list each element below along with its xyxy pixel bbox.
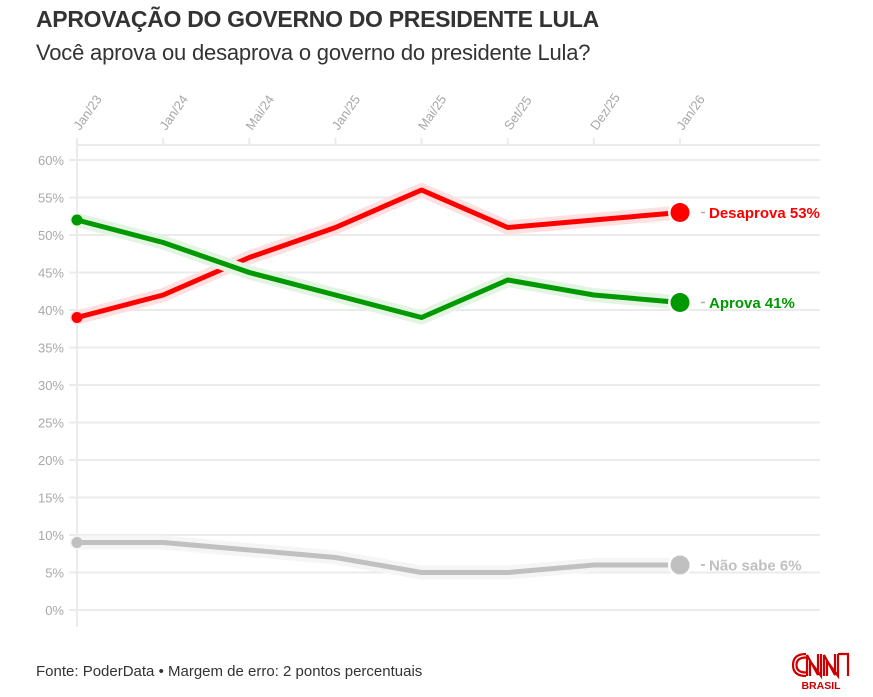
series-end-label: Aprova 41% — [709, 295, 795, 312]
x-tick-label: Jan/26 — [673, 92, 708, 133]
y-tick-label: 0% — [45, 603, 64, 618]
x-tick-label: Mai/24 — [242, 92, 277, 133]
data-point-start — [71, 214, 83, 226]
y-tick-label: 60% — [38, 153, 64, 168]
y-tick-label: 35% — [38, 341, 64, 356]
series-line-2 — [77, 540, 680, 575]
series-end-label: Não sabe 6% — [709, 558, 802, 575]
y-axis: 0% 5% 10% 15% 20% 25% 30% 35% 40% 45% 50% 55% 60% — [38, 140, 78, 627]
y-tick-label: 20% — [38, 453, 64, 468]
series-line-0 — [76, 187, 681, 320]
data-point-start — [71, 312, 83, 323]
end-labels: Desaprova 53% Aprova 41% Não sabe 6% — [701, 205, 820, 575]
series-end-label: Desaprova 53% — [709, 205, 820, 222]
x-tick-label: Jan/25 — [329, 92, 364, 133]
x-tick-label: Dez/25 — [587, 90, 623, 132]
end-point — [670, 203, 690, 222]
y-tick-label: 10% — [38, 528, 64, 543]
data-point-start — [71, 537, 83, 548]
x-tick-label: Jan/23 — [70, 92, 105, 133]
cnn-brasil-logo: BRASIL — [789, 650, 853, 692]
y-tick-label: 15% — [38, 491, 64, 506]
end-point — [670, 293, 690, 312]
y-tick-label: 5% — [45, 566, 64, 581]
series-group — [70, 183, 692, 580]
series-line-1 — [76, 217, 681, 320]
end-point — [670, 555, 690, 575]
y-tick-label: 40% — [38, 303, 64, 318]
y-tick-label: 45% — [38, 266, 64, 281]
x-tick-label: Jan/24 — [156, 92, 191, 133]
chart-title: APROVAÇÃO DO GOVERNO DO PRESIDENTE LULA — [36, 6, 599, 32]
series-halo-2 — [70, 535, 687, 580]
line-chart: Jan/23 Jan/24 Mai/24 Jan/25 Mai/25 Set/25 Dez/… — [38, 90, 820, 627]
source-note: Fonte: PoderData • Margem de erro: 2 pon… — [36, 663, 423, 680]
chart-subtitle: Você aprova ou desaprova o governo do pr… — [36, 40, 591, 65]
x-tick-label: Mai/25 — [415, 92, 450, 133]
y-tick-label: 50% — [38, 228, 64, 243]
logo-sub: BRASIL — [801, 680, 841, 692]
x-axis: Jan/23 Jan/24 Mai/24 Jan/25 Mai/25 Set/25 Dez/… — [70, 90, 820, 146]
cnn-logo-icon: BRASIL — [791, 652, 850, 692]
y-tick-label: 55% — [38, 191, 64, 206]
y-tick-label: 25% — [38, 416, 64, 431]
y-tick-label: 30% — [38, 378, 64, 393]
x-tick-label: Set/25 — [501, 93, 535, 132]
